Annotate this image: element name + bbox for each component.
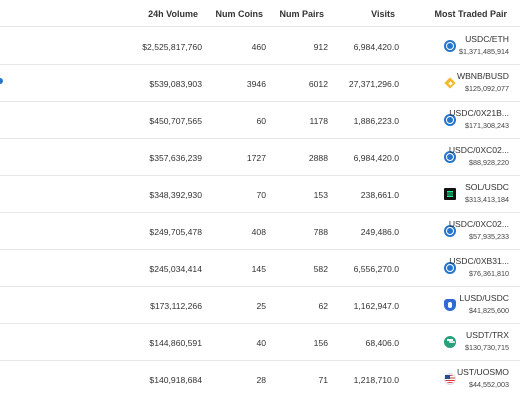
volume-cell: $450,707,565	[149, 116, 202, 126]
num-coins-cell: 60	[256, 116, 266, 126]
visits-cell: 6,984,420.0	[353, 42, 399, 52]
table-row[interactable]: $249,705,478 408 788 249,486.0 USDC/0XC0…	[0, 212, 520, 250]
column-header-num-pairs[interactable]: Num Pairs	[279, 9, 324, 19]
most-traded-pair-cell: LUSD/USDC $41,825,600	[459, 293, 509, 316]
column-header-num-coins[interactable]: Num Coins	[215, 9, 263, 19]
pair-volume: $57,935,233	[469, 232, 509, 241]
table-row[interactable]: $140,918,684 28 71 1,218,710.0 UST/UOSMO…	[0, 360, 520, 397]
table-row[interactable]: $357,636,239 1727 2888 6,984,420.0 USDC/…	[0, 138, 520, 176]
volume-cell: $357,636,239	[149, 153, 202, 163]
pair-volume: $88,928,220	[469, 158, 509, 167]
volume-cell: $140,918,684	[149, 375, 202, 385]
num-coins-cell: 460	[251, 42, 266, 52]
visits-cell: 1,162,947.0	[353, 301, 399, 311]
num-coins-cell: 1727	[246, 153, 266, 163]
pair-volume: $125,092,077	[465, 84, 509, 93]
table-row[interactable]: $144,860,591 40 156 68,406.0 USDT/TRX $1…	[0, 323, 520, 361]
volume-cell: $348,392,930	[149, 190, 202, 200]
num-coins-cell: 145	[251, 264, 266, 274]
most-traded-pair-cell: WBNB/BUSD $125,092,077	[457, 71, 509, 94]
most-traded-pair-cell: SOL/USDC $313,413,184	[465, 182, 509, 205]
num-coins-cell: 40	[256, 338, 266, 348]
num-coins-cell: 25	[256, 301, 266, 311]
pair-name-link[interactable]: WBNB/BUSD	[456, 71, 509, 81]
visits-cell: 27,371,296.0	[348, 79, 399, 89]
num-pairs-cell: 6012	[308, 79, 328, 89]
pair-name-link[interactable]: SOL/USDC	[465, 182, 509, 192]
usdc-icon	[444, 225, 456, 237]
visits-cell: 238,661.0	[360, 190, 399, 200]
volume-cell: $2,525,817,760	[142, 42, 202, 52]
usdc-icon	[444, 40, 456, 52]
visits-cell: 68,406.0	[365, 338, 399, 348]
volume-cell: $245,034,414	[149, 264, 202, 274]
usdc-icon	[444, 151, 456, 163]
most-traded-pair-cell: USDT/TRX $130,730,715	[465, 330, 509, 353]
most-traded-pair-cell: USDC/0XB31... $76,361,810	[449, 256, 509, 279]
num-pairs-cell: 156	[313, 338, 328, 348]
pair-name-link[interactable]: USDC/ETH	[465, 34, 509, 44]
ust-icon	[444, 373, 456, 385]
pair-name-link[interactable]: LUSD/USDC	[459, 293, 509, 303]
bnb-icon	[444, 77, 456, 89]
pair-volume: $171,308,243	[465, 121, 509, 130]
most-traded-pair-cell: USDC/ETH $1,371,485,914	[459, 34, 509, 57]
usdc-icon	[444, 114, 456, 126]
volume-cell: $144,860,591	[149, 338, 202, 348]
num-pairs-cell: 582	[313, 264, 328, 274]
usdc-icon	[444, 262, 456, 274]
table-row[interactable]: $173,112,266 25 62 1,162,947.0 LUSD/USDC…	[0, 286, 520, 324]
pair-name-link[interactable]: USDC/0XC02...	[448, 219, 509, 229]
num-pairs-cell: 788	[313, 227, 328, 237]
table-row[interactable]: $2,525,817,760 460 912 6,984,420.0 USDC/…	[0, 27, 520, 65]
most-traded-pair-cell: UST/UOSMO $44,552,003	[457, 367, 509, 390]
table-row[interactable]: $450,707,565 60 1178 1,886,223.0 USDC/0X…	[0, 101, 520, 139]
visits-cell: 6,984,420.0	[353, 153, 399, 163]
pair-name-link[interactable]: USDC/0X21B...	[449, 108, 509, 118]
num-pairs-cell: 153	[313, 190, 328, 200]
pair-name-link[interactable]: USDC/0XC02...	[448, 145, 509, 155]
table-row[interactable]: $348,392,930 70 153 238,661.0 SOL/USDC $…	[0, 175, 520, 213]
sol-icon	[444, 188, 456, 200]
volume-cell: $539,083,903	[149, 79, 202, 89]
pair-name-link[interactable]: USDC/0XB31...	[449, 256, 509, 266]
pair-volume: $41,825,600	[469, 306, 509, 315]
num-pairs-cell: 912	[313, 42, 328, 52]
visits-cell: 6,556,270.0	[353, 264, 399, 274]
pair-name-link[interactable]: UST/UOSMO	[456, 367, 509, 377]
visits-cell: 1,218,710.0	[353, 375, 399, 385]
table-header: 24h Volume Num Coins Num Pairs Visits Mo…	[0, 0, 520, 27]
pair-name-link[interactable]: USDT/TRX	[466, 330, 509, 340]
num-coins-cell: 408	[251, 227, 266, 237]
volume-cell: $249,705,478	[149, 227, 202, 237]
pair-volume: $313,413,184	[465, 195, 509, 204]
column-header-visits[interactable]: Visits	[371, 9, 395, 19]
pair-volume: $76,361,810	[469, 269, 509, 278]
column-header-24h-volume[interactable]: 24h Volume	[148, 9, 198, 19]
visits-cell: 249,486.0	[360, 227, 399, 237]
visits-cell: 1,886,223.0	[353, 116, 399, 126]
lusd-icon	[444, 299, 456, 311]
num-pairs-cell: 62	[318, 301, 328, 311]
most-traded-pair-cell: USDC/0XC02... $88,928,220	[449, 145, 509, 168]
table-row[interactable]: $245,034,414 145 582 6,556,270.0 USDC/0X…	[0, 249, 520, 287]
volume-cell: $173,112,266	[150, 301, 202, 311]
pair-volume: $1,371,485,914	[459, 47, 509, 56]
num-coins-cell: 3946	[246, 79, 266, 89]
pair-volume: $44,552,003	[469, 380, 509, 389]
num-pairs-cell: 71	[318, 375, 328, 385]
num-coins-cell: 28	[256, 375, 266, 385]
usdt-icon	[444, 336, 456, 348]
column-header-most-traded-pair: Most Traded Pair	[434, 9, 507, 19]
pair-volume: $130,730,715	[465, 343, 509, 352]
num-coins-cell: 70	[256, 190, 266, 200]
table-row[interactable]: $539,083,903 3946 6012 27,371,296.0 WBNB…	[0, 64, 520, 102]
exchange-logo-icon	[0, 78, 3, 84]
most-traded-pair-cell: USDC/0X21B... $171,308,243	[449, 108, 509, 131]
num-pairs-cell: 1178	[309, 116, 328, 126]
most-traded-pair-cell: USDC/0XC02... $57,935,233	[449, 219, 509, 242]
num-pairs-cell: 2888	[308, 153, 328, 163]
